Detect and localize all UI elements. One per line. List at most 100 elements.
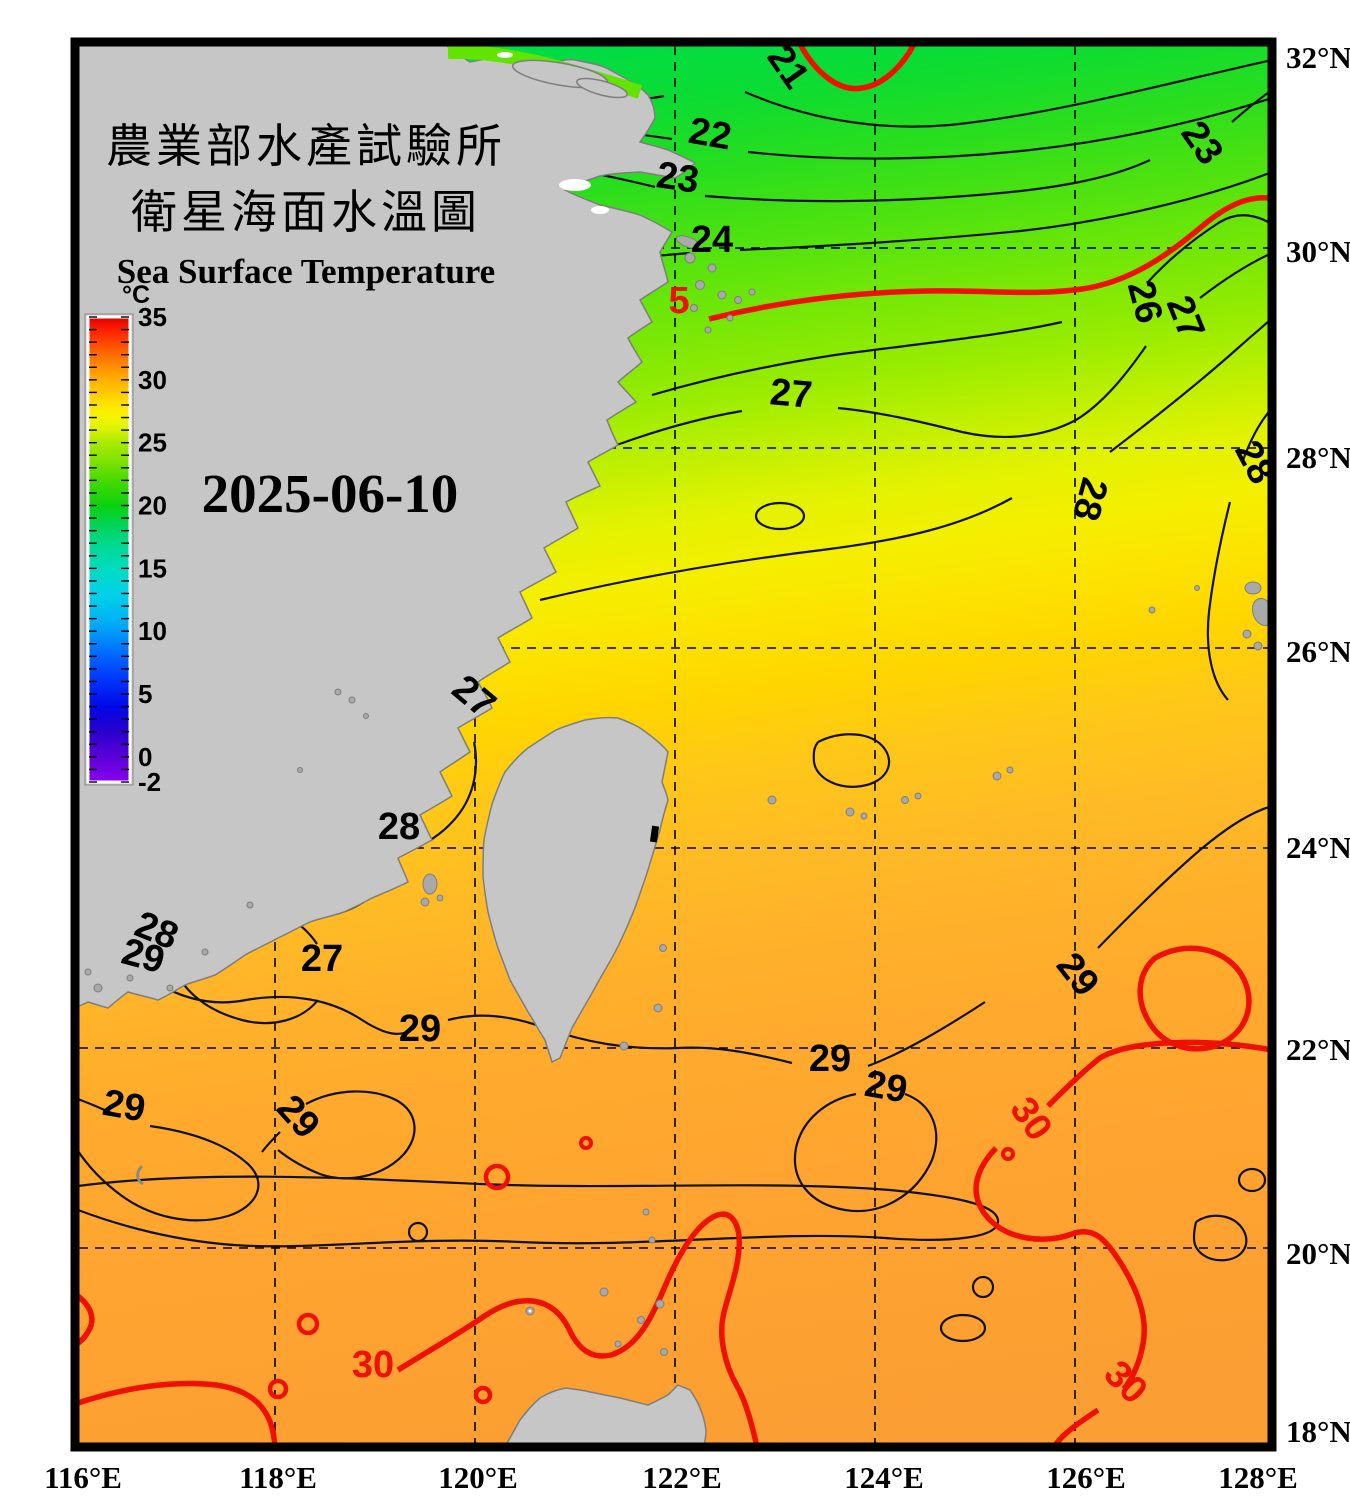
- isotherm-label-red: 30: [352, 1344, 394, 1386]
- isotherm-30-red-ring: [579, 1136, 593, 1150]
- isotherm-22: [747, 96, 1272, 160]
- colorbar-gradient: [86, 315, 132, 784]
- temperature-colorbar: °C 35 30 25 20 15 10 5 0-2: [84, 281, 167, 797]
- isotherm-29: [447, 1014, 793, 1065]
- isotherm-20-red: [797, 42, 917, 92]
- isotherm-21: [744, 58, 1272, 128]
- luzon-island: [504, 1384, 707, 1447]
- isotherm-30-red-ring: [1001, 1147, 1015, 1161]
- isotherm-29-loop: [77, 1175, 1000, 1248]
- colorbar-unit: °C: [122, 281, 150, 309]
- map-area: 2122232423262727282827282728292929292929…: [75, 42, 1272, 1447]
- isotherm-small-loop: [1237, 1167, 1267, 1193]
- longitude-axis-labels: 116°E 118°E 120°E 122°E 124°E 126°E 128°E: [44, 1460, 1298, 1495]
- longitude-label: 122°E: [642, 1460, 722, 1495]
- land-masses: [75, 42, 1272, 1447]
- estuary-island: [576, 77, 628, 99]
- isotherm-label: 23: [654, 154, 702, 201]
- title-english: Sea Surface Temperature: [117, 252, 495, 291]
- title-block: 農業部水產試驗所 衛星海面水溫圖 Sea Surface Temperature…: [106, 121, 506, 524]
- isotherm-26: [651, 320, 1063, 397]
- isotherm-29: [75, 1124, 260, 1222]
- isotherm-label: 29: [862, 1063, 911, 1112]
- isotherm-label: 29: [809, 1038, 851, 1080]
- latitude-label: 22°N: [1286, 1032, 1350, 1067]
- latitude-label: 32°N: [1286, 40, 1350, 75]
- isotherm-30-red-ring: [267, 1378, 289, 1400]
- isotherm-label: 28: [378, 806, 420, 848]
- isotherm-label-red: 5: [668, 280, 689, 322]
- isotherm-label: 27: [768, 371, 814, 417]
- colorbar-tick-label: 35: [138, 302, 167, 332]
- isotherm-29: [157, 983, 415, 1035]
- china-mainland: [75, 42, 697, 1009]
- taiwan-island: [482, 716, 669, 1064]
- isotherm-28: [539, 497, 1013, 602]
- colorbar-outer-frame: [84, 313, 134, 786]
- map-frame: [70, 37, 1277, 1452]
- shoal-patch: [497, 52, 513, 58]
- isotherm-26: [1147, 214, 1272, 283]
- isotherm-30-red-ring: [1137, 945, 1252, 1052]
- date-label: 2025-06-10: [202, 463, 459, 524]
- colorbar-ticks: [89, 316, 129, 783]
- latitude-label: 18°N: [1286, 1414, 1350, 1449]
- isotherm-small-loop: [812, 733, 891, 788]
- isotherm-23: [704, 159, 1151, 203]
- isotherm-29: [867, 1001, 986, 1068]
- isotherm-27-loop: [754, 501, 806, 531]
- longitude-label: 128°E: [1218, 1460, 1298, 1495]
- shoal-patch: [559, 179, 591, 191]
- longitude-label: 118°E: [239, 1460, 317, 1495]
- longitude-label: 126°E: [1046, 1460, 1126, 1495]
- isotherm-small-loop: [407, 1221, 429, 1243]
- longitude-label: 124°E: [844, 1460, 924, 1495]
- isotherms-red: [75, 42, 1272, 1447]
- isotherm-27: [837, 345, 1147, 439]
- colorbar-tick-label: 10: [138, 616, 167, 646]
- isotherm-29-loop: [793, 1092, 938, 1213]
- latitude-label: 26°N: [1286, 634, 1350, 669]
- isotherm-28: [1109, 317, 1272, 453]
- isotherm-30-red-ring: [296, 1312, 320, 1336]
- isotherm-small-loop: [1192, 1214, 1248, 1262]
- isotherm-30-red: [75, 1380, 278, 1447]
- longitude-label: 116°E: [44, 1460, 122, 1495]
- taiwan-east-coast-mark: [649, 825, 660, 843]
- isotherm-28: [1206, 501, 1232, 701]
- latitude-axis-labels: 32°N 30°N 28°N 26°N 24°N 22°N 20°N 18°N: [1286, 40, 1350, 1449]
- isotherm-29-loop: [261, 1090, 416, 1180]
- title-chinese-line1: 農業部水產試驗所: [106, 121, 506, 172]
- isotherm-25-red: [708, 194, 1272, 322]
- isotherm-30-red-ring: [473, 1385, 493, 1405]
- colorbar-tick-label: 25: [138, 428, 167, 458]
- isotherm-label: 27: [301, 938, 343, 980]
- colorbar-tick-label: 15: [138, 553, 167, 583]
- latitude-label: 30°N: [1286, 234, 1350, 269]
- isotherm-30-red-ring: [483, 1163, 511, 1191]
- isotherm-27-sw: [171, 965, 319, 1025]
- latitude-label: 20°N: [1286, 1236, 1350, 1271]
- isotherm-24: [739, 170, 1272, 252]
- isotherm-label: 24: [691, 219, 733, 261]
- isotherm-small-loop: [939, 1313, 987, 1343]
- colorbar-tick-labels: 35 30 25 20 15 10 5 0-2: [138, 302, 167, 797]
- shoal-patch: [591, 206, 609, 214]
- longitude-label: 120°E: [438, 1460, 518, 1495]
- isotherm-label: 29: [399, 1008, 441, 1050]
- isotherm-label: 29: [100, 1082, 149, 1131]
- latitude-label: 28°N: [1286, 440, 1350, 475]
- latitude-label: 24°N: [1286, 830, 1350, 865]
- isotherm-30-red: [396, 1211, 760, 1447]
- colorbar-tick-label: 0: [138, 742, 152, 772]
- colorbar-tick-label: 30: [138, 365, 167, 395]
- isotherm-27: [1199, 251, 1272, 299]
- colorbar-tick-label: 20: [138, 491, 167, 521]
- title-chinese-line2: 衛星海面水溫圖: [131, 187, 481, 238]
- small-islands: [84, 235, 1272, 1356]
- colorbar-tick-label: 5: [138, 679, 152, 709]
- isotherm-29: [1097, 804, 1272, 949]
- isotherm-small-loop: [971, 1275, 995, 1299]
